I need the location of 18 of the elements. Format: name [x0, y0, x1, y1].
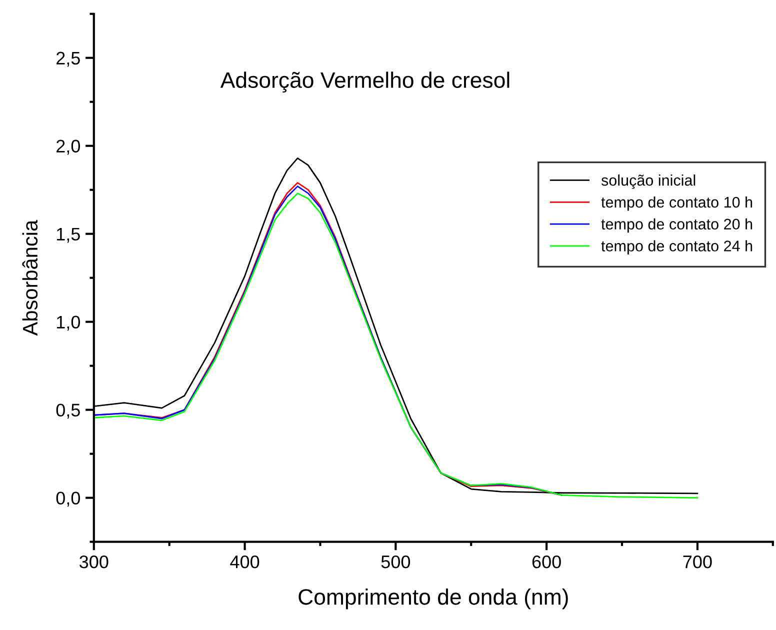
x-tick-label: 600 — [532, 555, 561, 568]
y-tick-label: 2,5 — [56, 52, 80, 67]
legend-label: tempo de contato 10 h — [601, 196, 752, 211]
x-tick-label: 400 — [230, 555, 260, 568]
y-tick-label: 0,0 — [56, 492, 80, 507]
y-tick-label: 2,0 — [56, 140, 80, 155]
x-tick-label: 500 — [381, 555, 410, 568]
y-tick-label: 1,0 — [56, 316, 80, 331]
x-axis-title: Comprimento de onda (nm) — [298, 588, 568, 610]
y-tick-label: 1,5 — [56, 228, 80, 243]
legend-label: tempo de contato 24 h — [601, 240, 752, 254]
legend-label: tempo de contato 20 h — [601, 218, 752, 233]
x-tick-label: 700 — [683, 555, 712, 568]
x-tick-label: 300 — [80, 555, 108, 568]
text: Adsorção Vermelho de cresol — [220, 72, 510, 92]
y-tick-label: 0,5 — [56, 404, 80, 419]
legend-label: solução inicial — [601, 174, 696, 189]
y-axis-title: Absorbância — [22, 220, 38, 336]
